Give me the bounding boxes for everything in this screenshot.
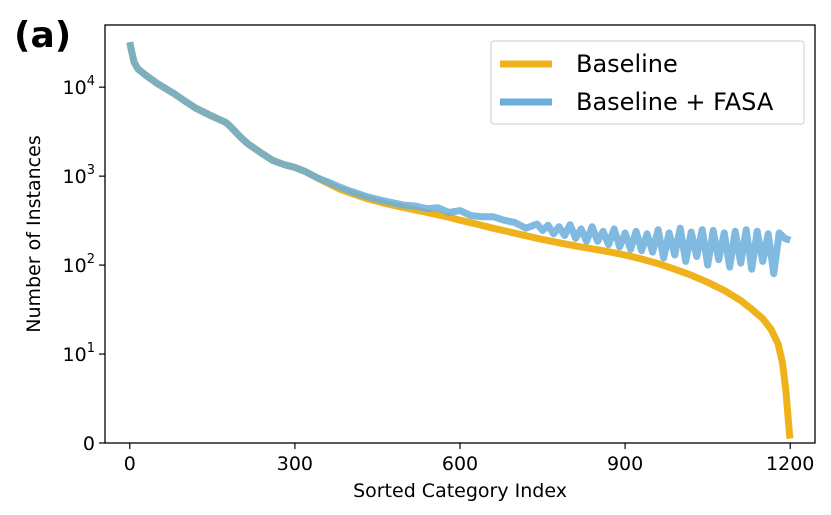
panel-label: (a) xyxy=(14,15,71,56)
y-tick-label: 103 xyxy=(63,163,95,188)
x-tick-label: 300 xyxy=(277,453,313,475)
x-tick-label: 600 xyxy=(442,453,478,475)
series-layer xyxy=(126,41,794,440)
x-tick-label: 900 xyxy=(607,453,643,475)
x-tick-label: 0 xyxy=(124,453,136,475)
y-tick-label: 104 xyxy=(63,74,95,99)
x-tick-label: 1200 xyxy=(766,453,814,475)
x-axis-title: Sorted Category Index xyxy=(353,480,567,502)
y-axis-title: Number of Instances xyxy=(23,135,45,332)
y-tick-label: 102 xyxy=(63,252,95,277)
legend-label-baseline-fasa: Baseline + FASA xyxy=(576,88,774,116)
legend-box xyxy=(490,40,805,125)
series-line-baseline-fasa xyxy=(126,41,792,278)
legend-label-baseline: Baseline xyxy=(576,50,678,78)
y-tick-label: 101 xyxy=(63,341,95,366)
legend: Baseline Baseline + FASA xyxy=(490,40,805,125)
y-axis-ticks: 0 101 102 103 104 xyxy=(63,74,105,455)
x-axis-ticks: 0 300 600 900 1200 xyxy=(124,443,814,475)
y-tick-label: 0 xyxy=(83,433,95,455)
